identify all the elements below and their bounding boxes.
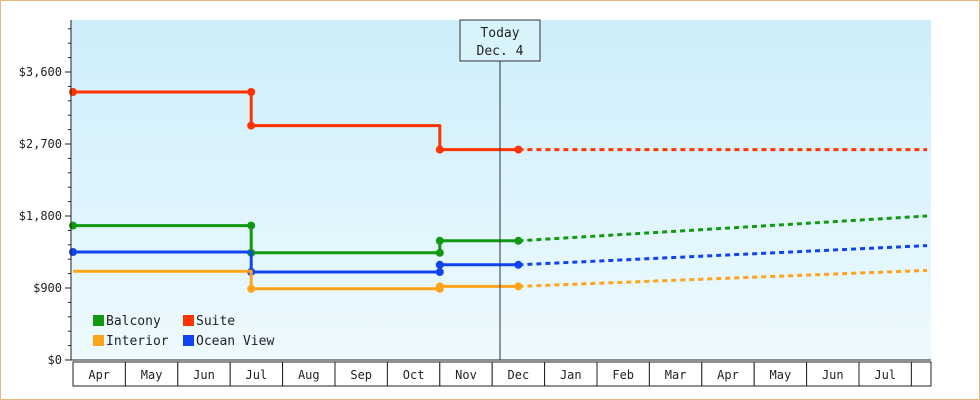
x-month-cell — [544, 361, 598, 387]
series-line — [73, 250, 519, 274]
y-tick-label: $0 — [48, 353, 62, 367]
today-date: Dec. 4 — [477, 44, 524, 59]
data-point — [435, 248, 444, 257]
y-tick-label: $3,600 — [19, 65, 62, 79]
x-tick-label: Jul — [246, 368, 268, 382]
data-point — [514, 236, 523, 245]
x-tick-label: Jun — [193, 368, 215, 382]
series-line — [73, 224, 519, 255]
x-month-cell — [648, 361, 703, 387]
x-tick-label: Feb — [612, 368, 634, 382]
y-tick-label: $1,800 — [19, 209, 62, 223]
plot-area — [71, 20, 931, 360]
data-point — [514, 145, 523, 154]
x-month-cell — [124, 361, 179, 387]
data-point — [69, 221, 77, 230]
data-point — [435, 268, 444, 276]
legend-swatch — [183, 335, 194, 346]
data-point — [247, 121, 256, 130]
x-month-cell — [596, 361, 650, 387]
x-month-cell — [491, 361, 546, 387]
x-month-cell — [701, 361, 755, 387]
data-point — [435, 236, 444, 245]
data-point — [247, 221, 256, 230]
today-marker: Today Dec. 4 — [459, 19, 541, 360]
data-point — [69, 248, 77, 256]
legend-label: Balcony — [106, 314, 161, 329]
x-month-cell — [229, 361, 284, 387]
today-label: Today — [480, 26, 519, 41]
x-tick-label: Jun — [822, 368, 844, 382]
y-tick-label: $900 — [33, 281, 62, 295]
legend-label: Interior — [106, 334, 169, 349]
data-point — [435, 282, 444, 291]
x-month-cell — [806, 361, 860, 387]
legend-swatch — [93, 335, 104, 346]
data-point — [514, 282, 523, 291]
x-tick-label: Oct — [403, 368, 425, 382]
x-month-cell — [282, 361, 336, 387]
data-point — [247, 88, 256, 96]
x-tick-label: Apr — [717, 368, 739, 382]
data-point — [514, 260, 523, 269]
data-point — [247, 284, 256, 293]
x-tick-label: Apr — [88, 368, 110, 382]
today-callout-box — [459, 19, 541, 62]
series-line — [73, 90, 519, 152]
x-tick-label: Jan — [560, 368, 582, 382]
x-tick-label: May — [141, 368, 163, 382]
x-month-cell — [386, 361, 441, 387]
x-month-cell — [910, 361, 932, 387]
x-month-cell — [439, 361, 493, 387]
y-tick-label: $2,700 — [19, 137, 62, 151]
data-point — [69, 88, 77, 96]
series-line — [73, 269, 519, 291]
legend-label: Suite — [196, 314, 235, 329]
x-tick-label: Mar — [665, 368, 687, 382]
legend-label: Ocean View — [196, 334, 274, 349]
series-layer — [69, 88, 928, 293]
x-tick-label: Dec — [508, 368, 530, 382]
data-point — [435, 260, 444, 269]
legend-swatch — [183, 315, 194, 326]
x-month-cell — [177, 361, 231, 387]
x-tick-label: Sep — [350, 368, 372, 382]
x-tick-label: Jul — [874, 368, 896, 382]
x-month-cell — [72, 361, 126, 387]
x-tick-label: Nov — [455, 368, 477, 382]
data-point — [435, 145, 444, 154]
x-tick-label: May — [770, 368, 792, 382]
legend: Balcony Suite Interior Ocean View — [93, 314, 274, 349]
x-month-cell — [858, 361, 912, 387]
axis-layer: $0 $900 $1,800 $2,700 $3,600 Apr May Jun Jul Aug S… — [19, 20, 932, 387]
legend-swatch — [93, 315, 104, 326]
x-tick-label: Aug — [298, 368, 320, 382]
